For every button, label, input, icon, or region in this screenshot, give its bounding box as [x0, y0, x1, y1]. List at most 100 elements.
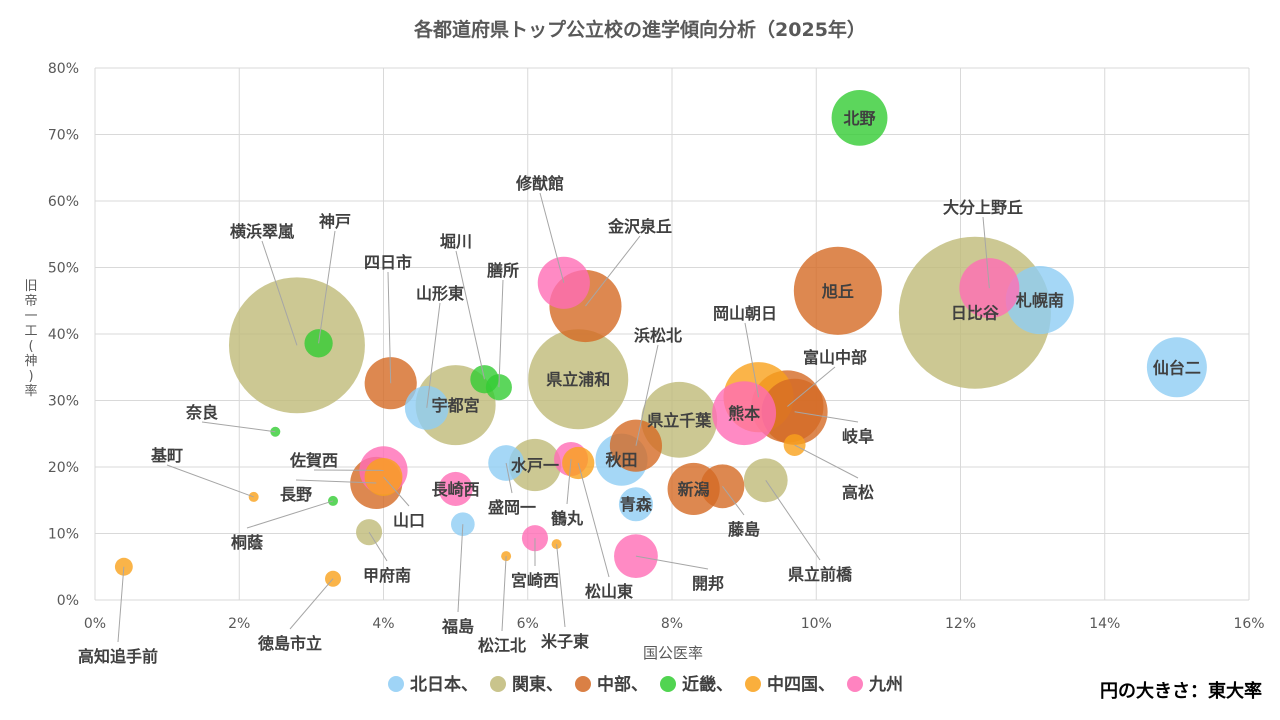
- point-label: 桐蔭: [231, 533, 264, 552]
- bubble-青森: [618, 487, 653, 522]
- leader-line: [166, 464, 254, 498]
- point-label: 四日市: [364, 253, 412, 272]
- leader-line: [246, 500, 334, 529]
- leader-line: [426, 302, 441, 408]
- point-label: 仙台二: [1153, 358, 1201, 377]
- point-label: 札幌南: [1015, 291, 1064, 310]
- x-tick-label: 12%: [945, 616, 976, 632]
- point-label: 佐賀西: [289, 451, 338, 470]
- point-label: 高知追手前: [78, 647, 158, 666]
- leader-line: [117, 566, 125, 643]
- point-label: 大分上野丘: [943, 198, 1023, 217]
- y-tick-label: 20%: [48, 460, 79, 476]
- leader-line: [556, 544, 566, 628]
- point-label: 岡山朝日: [713, 304, 777, 323]
- point-label: 長野: [280, 485, 312, 504]
- point-label: 藤島: [728, 520, 760, 539]
- leader-line: [787, 366, 836, 407]
- point-label: 鶴丸: [551, 509, 584, 528]
- x-tick-label: 10%: [801, 616, 832, 632]
- point-label: 基町: [150, 446, 183, 465]
- legend-marker-北日本: [388, 676, 404, 692]
- point-label: 長崎西: [432, 480, 480, 499]
- leader-line: [295, 479, 377, 484]
- chart-title: 各都道府県トップ公立校の進学傾向分析（2025年）: [413, 18, 866, 41]
- x-tick-label: 0%: [84, 616, 106, 632]
- leader-line: [744, 322, 760, 398]
- point-label: 横浜翠嵐: [230, 222, 295, 241]
- point-label: 岐阜: [842, 427, 874, 446]
- point-label: 米子東: [541, 632, 589, 651]
- bubble-長崎西: [438, 471, 473, 506]
- point-label: 宇都宮: [432, 396, 480, 415]
- legend-marker-九州: [847, 676, 863, 692]
- y-tick-label: 40%: [48, 327, 79, 343]
- bubble-県立浦和: [528, 329, 629, 430]
- point-label: 神戸: [319, 212, 351, 231]
- leader-line: [501, 556, 507, 632]
- legend-marker-近畿: [660, 676, 676, 692]
- leader-lines: [117, 192, 990, 643]
- point-label: 県立千葉: [647, 411, 712, 430]
- leader-line: [635, 555, 709, 570]
- legend-label: 近畿、: [682, 674, 733, 695]
- leader-line: [635, 344, 659, 446]
- bubble-旭丘: [793, 246, 882, 335]
- point-label: 修猷館: [515, 174, 564, 193]
- point-label: 徳島市立: [257, 634, 322, 653]
- x-tick-label: 2%: [228, 616, 250, 632]
- point-label: 盛岡一: [488, 498, 536, 517]
- point-label: 膳所: [487, 261, 519, 280]
- gridlines: 0% 2% 4% 6% 8% 10% 12% 14% 16% 0% 10% 20% 30% 40% 50% 6…: [48, 61, 1265, 632]
- leader-line: [368, 531, 388, 562]
- leader-line: [261, 240, 298, 346]
- size-note: 円の大きさ：東大率: [1100, 680, 1262, 702]
- leader-line: [722, 485, 745, 516]
- point-label: 開邦: [692, 574, 724, 593]
- point-label: 山形東: [416, 284, 464, 303]
- point-label: 旭丘: [821, 282, 854, 301]
- bubble-北野: [831, 89, 888, 146]
- x-tick-label: 14%: [1089, 616, 1120, 632]
- leader-line: [505, 462, 513, 494]
- x-tick-label: 16%: [1233, 616, 1264, 632]
- y-tick-label: 10%: [48, 527, 79, 543]
- x-tick-label: 6%: [517, 616, 539, 632]
- leader-line: [794, 411, 859, 423]
- point-label: 青森: [620, 495, 653, 514]
- x-tick-label: 8%: [661, 616, 683, 632]
- leader-line: [455, 250, 485, 380]
- leader-line: [566, 458, 572, 505]
- point-label: 高松: [842, 483, 874, 502]
- bubble-水戸一: [508, 438, 562, 492]
- point-label: 北野: [844, 109, 876, 128]
- bubble-熊本: [712, 381, 777, 446]
- x-axis-label: 国公医率: [643, 644, 703, 662]
- point-label: 浜松北: [634, 326, 682, 345]
- point-label: 県立前橋: [788, 565, 853, 584]
- legend-label: 中四国、: [767, 674, 835, 695]
- point-label: 県立浦和: [546, 370, 610, 389]
- leader-line: [539, 192, 565, 283]
- leader-line: [577, 462, 610, 578]
- point-label: 富山中部: [803, 348, 867, 367]
- point-label: 甲府南: [363, 566, 411, 585]
- point-label: 松江北: [478, 636, 526, 655]
- legend-label: 中部、: [597, 674, 648, 695]
- y-axis-label: 旧帝一工(神)率: [24, 279, 37, 399]
- point-label: 福島: [441, 617, 474, 636]
- bubble-高松: [783, 434, 806, 457]
- legend-label: 九州: [868, 675, 903, 695]
- leader-line: [383, 476, 410, 507]
- leader-line: [289, 578, 334, 630]
- point-label: 奈良: [185, 403, 218, 422]
- y-tick-label: 60%: [48, 194, 79, 210]
- leader-line: [794, 444, 859, 479]
- legend-label: 関東、: [512, 674, 563, 695]
- point-label: 日比谷: [951, 304, 1000, 323]
- bubble-札幌南: [1005, 266, 1074, 335]
- point-label: 宮崎西: [511, 571, 559, 590]
- leader-line: [498, 279, 504, 388]
